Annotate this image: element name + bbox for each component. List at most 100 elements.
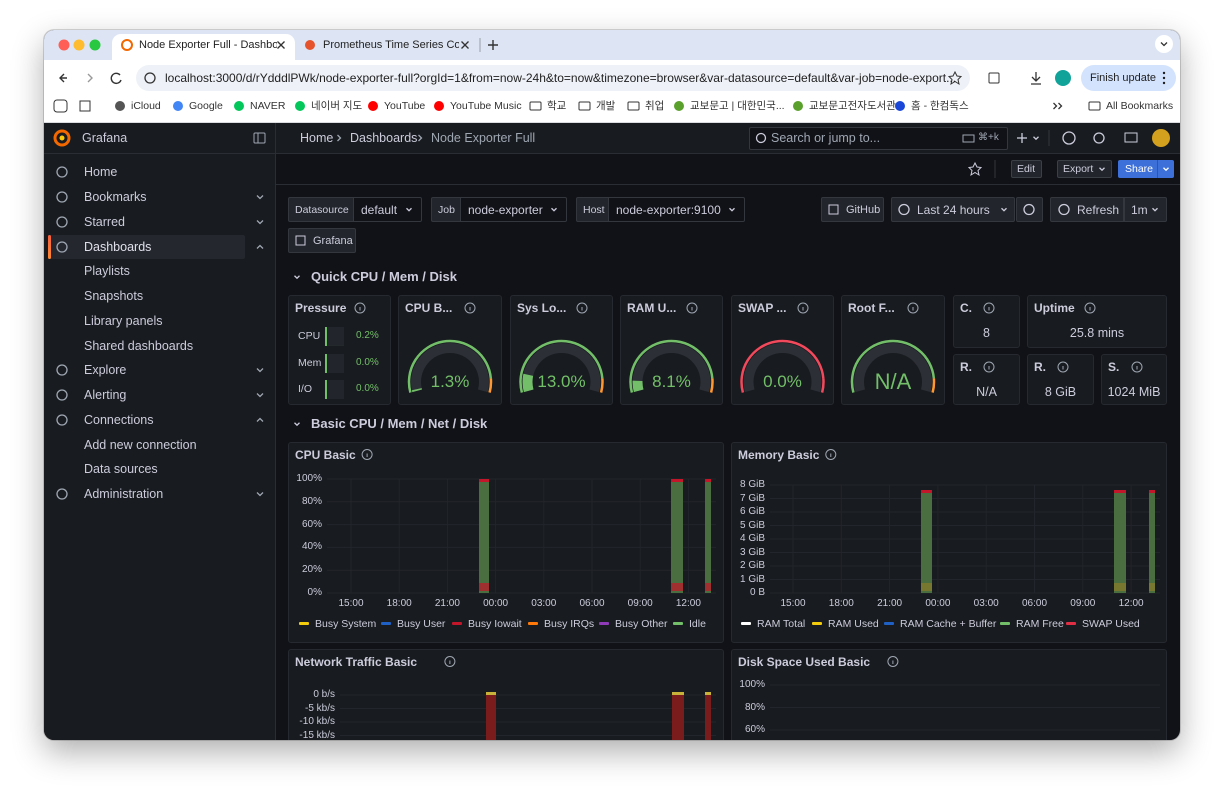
refresh[interactable]: Refresh <box>1077 202 1120 217</box>
nav-item[interactable]: Home <box>84 165 118 179</box>
dock-menu[interactable] <box>253 132 266 144</box>
variable-value[interactable]: default <box>361 202 398 217</box>
legend-item[interactable]: SWAP Used <box>1082 617 1140 630</box>
nav-item[interactable]: Starred <box>84 215 125 229</box>
breadcrumb[interactable]: Dashboards <box>350 131 418 145</box>
nav-item[interactable]: Explore <box>84 363 127 377</box>
legend-swatch <box>1000 622 1010 625</box>
nav-item[interactable]: Playlists <box>84 264 130 278</box>
bookmark[interactable]: YouTube <box>384 100 426 112</box>
nav-item[interactable]: Bookmarks <box>84 190 147 204</box>
nav-item[interactable]: Connections <box>84 413 154 427</box>
legend-item[interactable]: Busy Iowait <box>468 617 522 630</box>
nav-item[interactable]: Snapshots <box>84 289 144 303</box>
edit-button[interactable] <box>1011 160 1042 178</box>
user-avatar[interactable] <box>1152 129 1170 147</box>
series-area <box>921 490 932 593</box>
download-icon[interactable] <box>1031 72 1041 85</box>
grafana-link[interactable] <box>288 228 356 253</box>
extensions-icon[interactable] <box>988 72 1000 84</box>
zoom-out[interactable] <box>1016 197 1043 222</box>
search-box[interactable] <box>749 127 1008 150</box>
close-icon[interactable] <box>461 41 469 49</box>
omnibox[interactable] <box>136 65 970 91</box>
search-placeholder[interactable]: Search or jump to... <box>771 131 881 145</box>
active-tab[interactable] <box>112 34 295 61</box>
y-tick-label: -10 kb/s <box>299 716 335 727</box>
legend-item[interactable]: Busy System <box>315 617 377 630</box>
breadcrumb[interactable]: Home <box>300 131 334 145</box>
share-button[interactable] <box>1118 160 1174 178</box>
profile-avatar[interactable] <box>1055 70 1071 86</box>
legend-item[interactable]: RAM Free <box>1016 617 1064 630</box>
legend-item[interactable]: RAM Total <box>757 617 806 630</box>
tab-search[interactable] <box>1155 35 1173 53</box>
apps-icon[interactable] <box>79 100 91 112</box>
bookmark-star[interactable] <box>947 70 963 86</box>
nav-item[interactable]: Administration <box>84 487 164 501</box>
info-icon <box>887 656 899 667</box>
window-control[interactable] <box>89 39 101 51</box>
legend-item[interactable]: RAM Used <box>828 617 879 630</box>
variable-select[interactable] <box>609 197 745 222</box>
bookmark[interactable]: 취업 <box>645 100 665 112</box>
nav-item[interactable]: Shared dashboards <box>84 339 194 353</box>
time-range[interactable]: Last 24 hours <box>917 202 990 217</box>
bookmark[interactable]: 학교 <box>547 100 567 112</box>
y-tick-label: 0% <box>307 587 322 598</box>
kiosk-icon[interactable] <box>1124 132 1138 143</box>
star-icon[interactable] <box>967 161 983 177</box>
link[interactable]: GitHub <box>846 203 881 216</box>
share[interactable]: Share <box>1125 163 1154 175</box>
close-icon[interactable] <box>277 41 285 49</box>
export[interactable]: Export <box>1063 163 1094 175</box>
bookmark[interactable]: iCloud <box>131 100 161 112</box>
url[interactable]: localhost:3000/d/rYdddlPWk/node-exporter… <box>165 71 957 85</box>
nav-item[interactable]: Add new connection <box>84 438 197 452</box>
legend-item[interactable]: RAM Cache + Buffer <box>900 617 997 630</box>
x-tick-label: 21:00 <box>434 598 460 609</box>
variable-value[interactable]: node-exporter:9100 <box>616 202 721 217</box>
time-picker[interactable] <box>891 197 1015 222</box>
bookmark[interactable]: 개발 <box>596 100 616 112</box>
nav-item[interactable]: Alerting <box>84 388 127 402</box>
github-link[interactable] <box>821 197 884 222</box>
pressure-value: 0.0% <box>356 357 379 368</box>
y-tick-label: 0 B <box>749 587 765 598</box>
bookmark[interactable]: Google <box>189 100 223 112</box>
variable-select[interactable] <box>461 197 567 222</box>
bookmark[interactable]: 교보문고전자도서관 <box>809 100 896 112</box>
legend-item[interactable]: Idle <box>689 617 706 630</box>
bookmark[interactable]: YouTube Music <box>450 100 522 112</box>
variable-select[interactable] <box>354 197 422 222</box>
nav-active[interactable] <box>48 235 245 259</box>
reload-button[interactable] <box>110 72 122 85</box>
interval[interactable]: 1m <box>1131 202 1148 217</box>
nav-item[interactable]: Data sources <box>84 462 158 476</box>
row-title[interactable]: Basic CPU / Mem / Net / Disk <box>311 416 488 431</box>
bookmark[interactable]: 네이버 지도 <box>311 100 363 112</box>
all-bookmarks[interactable]: All Bookmarks <box>1106 100 1174 112</box>
tab-title[interactable]: Node Exporter Full - Dashboa <box>139 39 277 51</box>
refresh-button[interactable] <box>1050 197 1124 222</box>
legend-item[interactable]: Busy User <box>397 617 446 630</box>
refresh-interval[interactable] <box>1124 197 1167 222</box>
bookmark[interactable]: 교보문고 | 대한민국... <box>690 100 785 112</box>
legend-item[interactable]: Busy Other <box>615 617 668 630</box>
variable-value[interactable]: node-exporter <box>468 202 543 217</box>
row-title[interactable]: Quick CPU / Mem / Disk <box>311 269 457 284</box>
tab-title[interactable]: Prometheus Time Series Colle <box>323 39 459 51</box>
nav-item[interactable]: Dashboards <box>84 240 152 254</box>
nav-item[interactable]: Library panels <box>84 314 163 328</box>
window-control[interactable] <box>73 39 85 51</box>
link[interactable]: Grafana <box>313 234 353 247</box>
finish-update[interactable]: Finish update <box>1090 72 1157 84</box>
window-control[interactable] <box>58 39 70 51</box>
legend-item[interactable]: Busy IRQs <box>544 617 595 630</box>
export-button[interactable] <box>1057 160 1112 178</box>
finish-update-button[interactable] <box>1081 65 1176 91</box>
bookmark[interactable]: NAVER <box>250 100 286 112</box>
edit[interactable]: Edit <box>1016 163 1036 175</box>
bookmark[interactable]: 홈 - 한컴독스 <box>911 100 969 112</box>
sidebar-toggle[interactable] <box>53 99 68 113</box>
